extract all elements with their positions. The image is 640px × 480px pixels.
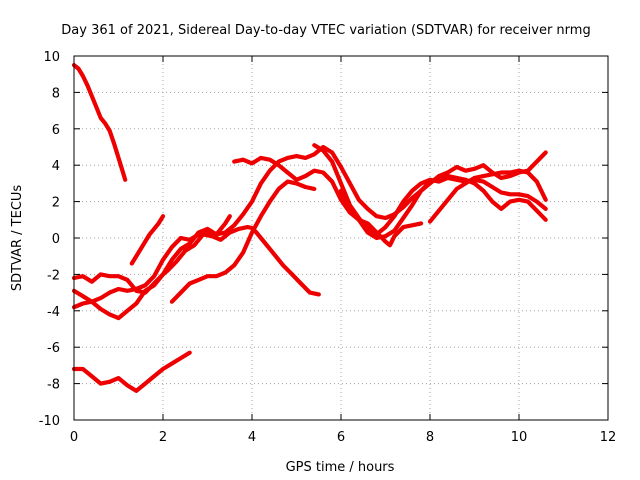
series-s4	[71, 214, 232, 310]
axis-ticks: 0 2 4 6 8 10 12 -10 -8 -6 -4 -2 0 2 4 6 8 10	[39, 50, 617, 445]
x-tick-label: 2	[159, 430, 167, 445]
series-s10	[338, 174, 548, 241]
chart-title: Day 361 of 2021, Sidereal Day-to-day VTE…	[61, 23, 590, 38]
series-s8	[232, 155, 424, 248]
y-tick-label: -2	[47, 268, 60, 283]
y-tick-label: -8	[47, 378, 60, 393]
x-tick-label: 10	[511, 430, 528, 445]
y-tick-label: 6	[52, 123, 60, 138]
series-s5	[71, 144, 548, 321]
x-axis-label: GPS time / hours	[286, 460, 395, 475]
y-tick-label: -10	[39, 414, 60, 429]
series-s11	[427, 168, 548, 224]
y-tick-label: 2	[52, 196, 60, 211]
y-tick-label: 4	[52, 159, 60, 174]
series-s3	[71, 225, 321, 297]
y-tick-label: -4	[47, 305, 60, 320]
series-s6	[129, 214, 166, 266]
plot-area	[71, 62, 548, 393]
x-tick-label: 6	[337, 430, 345, 445]
series-s2	[71, 350, 192, 393]
series-s7	[169, 179, 317, 304]
grid-lines	[74, 56, 608, 420]
x-tick-label: 0	[70, 430, 78, 445]
x-tick-label: 4	[248, 430, 256, 445]
x-tick-label: 12	[600, 430, 617, 445]
y-tick-label: 10	[43, 50, 60, 65]
y-tick-label: -6	[47, 341, 60, 356]
y-axis-label: SDTVAR / TECUs	[10, 185, 25, 292]
series-s1	[71, 62, 128, 182]
y-tick-label: 8	[52, 86, 60, 101]
y-tick-label: 0	[52, 232, 60, 247]
x-tick-label: 8	[426, 430, 434, 445]
